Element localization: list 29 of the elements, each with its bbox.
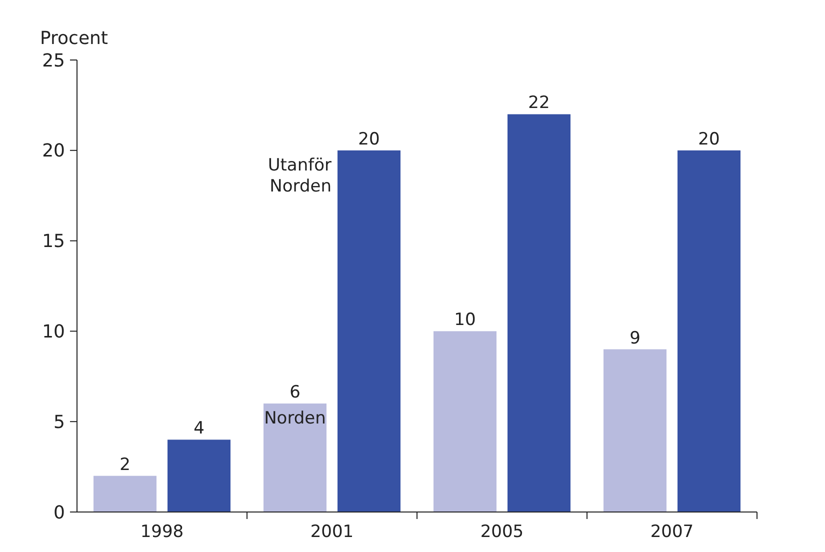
bar (168, 440, 230, 512)
y-tick-label: 10 (42, 322, 65, 342)
y-tick-label: 5 (54, 412, 65, 433)
data-label: 20 (698, 129, 720, 150)
bar (508, 114, 570, 512)
series-label: Utanför Norden (268, 155, 332, 196)
data-label: 9 (630, 328, 640, 348)
y-axis-title: Procent (40, 28, 108, 49)
bar (94, 476, 156, 512)
y-tick-label: 25 (42, 50, 65, 72)
data-label: 2 (120, 454, 130, 475)
bar (678, 150, 740, 512)
bar (434, 331, 496, 512)
data-label: 22 (528, 93, 550, 114)
x-tick-label: 2005 (480, 522, 524, 542)
bar (338, 150, 400, 512)
data-label: 4 (194, 418, 204, 439)
data-label: 6 (290, 382, 300, 403)
x-tick-label: 2001 (310, 522, 354, 542)
x-tick-label: 2007 (650, 522, 694, 542)
y-tick-label: 0 (54, 502, 65, 524)
x-tick-label: 1998 (140, 522, 184, 542)
data-label: 20 (358, 129, 380, 150)
bar (264, 404, 326, 512)
bar (604, 349, 666, 512)
y-tick-label: 15 (42, 231, 65, 252)
data-label: 10 (454, 310, 476, 330)
series-label: Norden (264, 408, 326, 429)
y-tick-label: 20 (42, 140, 65, 162)
